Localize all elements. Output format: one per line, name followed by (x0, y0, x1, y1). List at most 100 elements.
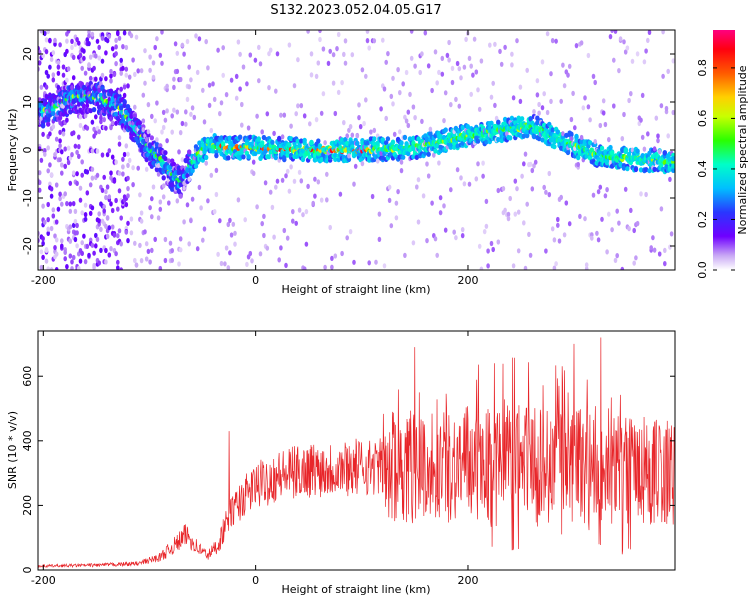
heatmap-cell (287, 42, 292, 48)
heatmap-cell (38, 60, 42, 66)
heatmap-cell (671, 109, 675, 116)
heatmap-cell (175, 198, 180, 204)
heatmap-cell (136, 165, 140, 171)
x-tick-label: 0 (252, 574, 259, 587)
heatmap-cell (63, 191, 67, 197)
heatmap-cell (392, 131, 397, 137)
heatmap-cell (369, 129, 373, 135)
heatmap-cell (170, 113, 174, 119)
heatmap-cell (78, 197, 83, 203)
heatmap-cell (409, 30, 414, 34)
heatmap-cell (92, 65, 96, 71)
heatmap-cell (542, 91, 546, 97)
heatmap-cell (87, 41, 91, 47)
heatmap-cell (153, 236, 157, 242)
heatmap-cell (284, 173, 288, 179)
heatmap-cell (362, 120, 366, 127)
heatmap-cell (459, 75, 463, 81)
heatmap-cell (632, 227, 636, 234)
heatmap-cell (635, 51, 640, 57)
x-tick-label: 200 (457, 274, 478, 287)
heatmap-cell (117, 141, 122, 147)
heatmap-cell (87, 252, 91, 258)
heatmap-cell (496, 187, 501, 194)
heatmap-cell (409, 55, 414, 61)
heatmap-cell (58, 196, 62, 202)
heatmap-cell (117, 170, 122, 176)
heatmap-cell (325, 171, 329, 177)
heatmap-cell (105, 152, 110, 158)
heatmap-cell (141, 127, 146, 133)
heatmap-cell (49, 172, 54, 178)
heatmap-cell (154, 141, 160, 148)
heatmap-cell (95, 172, 100, 178)
heatmap-cell (102, 204, 106, 210)
heatmap-cell (399, 168, 404, 174)
heatmap-cell (94, 53, 98, 59)
heatmap-cell (124, 229, 129, 235)
heatmap-cell (343, 60, 348, 66)
heatmap-cell (389, 93, 394, 99)
heatmap-cell (574, 43, 579, 49)
heatmap-cell (646, 37, 650, 44)
heatmap-cell (423, 30, 428, 36)
heatmap-cell (638, 167, 644, 173)
heatmap-cell (70, 38, 74, 45)
heatmap-cell (516, 248, 521, 254)
heatmap-cell (204, 154, 209, 161)
heatmap-cell (44, 37, 49, 43)
heatmap-cell (612, 103, 616, 109)
heatmap-cell (122, 30, 127, 36)
heatmap-cell (510, 62, 514, 68)
heatmap-cell (94, 232, 98, 239)
heatmap-cell (330, 255, 334, 261)
heatmap-cell (476, 87, 480, 93)
heatmap-cell (445, 52, 450, 59)
heatmap-cell (149, 135, 154, 141)
heatmap-cell (97, 87, 101, 93)
heatmap-cell (506, 216, 511, 222)
heatmap-cell (172, 84, 176, 90)
heatmap-cell (83, 70, 88, 76)
heatmap-cell (109, 125, 113, 131)
heatmap-cell (593, 79, 597, 86)
heatmap-cell (214, 191, 219, 198)
heatmap-cell (44, 84, 49, 90)
heatmap-cell (260, 221, 265, 227)
heatmap-cell (77, 144, 81, 150)
heatmap-cell (335, 46, 339, 52)
heatmap-cell (287, 141, 292, 147)
heatmap-cell (501, 186, 506, 192)
heatmap-cell (260, 129, 265, 135)
colorbar-tick-label: 0.2 (696, 211, 709, 229)
heatmap-cell (630, 58, 635, 64)
heatmap-cell (133, 71, 137, 77)
heatmap-cell (53, 41, 57, 47)
heatmap-cell (161, 175, 166, 181)
heatmap-cell (481, 160, 485, 166)
heatmap-cell (54, 136, 59, 142)
heatmap-cell (397, 149, 402, 156)
heatmap-cell (323, 140, 327, 146)
heatmap-cell (256, 136, 261, 142)
heatmap-cell (515, 38, 519, 44)
heatmap-cell (85, 125, 90, 131)
heatmap-cell (104, 247, 108, 254)
heatmap-cell (654, 115, 659, 121)
heatmap-cell (126, 220, 130, 226)
heatmap-cell (51, 107, 56, 113)
heatmap-cell (333, 253, 338, 259)
heatmap-cell (484, 223, 489, 229)
heatmap-cell (661, 73, 665, 79)
heatmap-cell (70, 85, 74, 91)
heatmap-cell (639, 191, 643, 197)
heatmap-cell (644, 48, 648, 54)
heatmap-cell (367, 45, 372, 51)
heatmap-cell (82, 48, 86, 54)
heatmap-cell (331, 52, 336, 58)
heatmap-cell (336, 31, 341, 38)
heatmap-cell (435, 80, 440, 86)
heatmap-cell (133, 240, 137, 246)
heatmap-cell (433, 49, 438, 55)
heatmap-cell (377, 211, 382, 217)
